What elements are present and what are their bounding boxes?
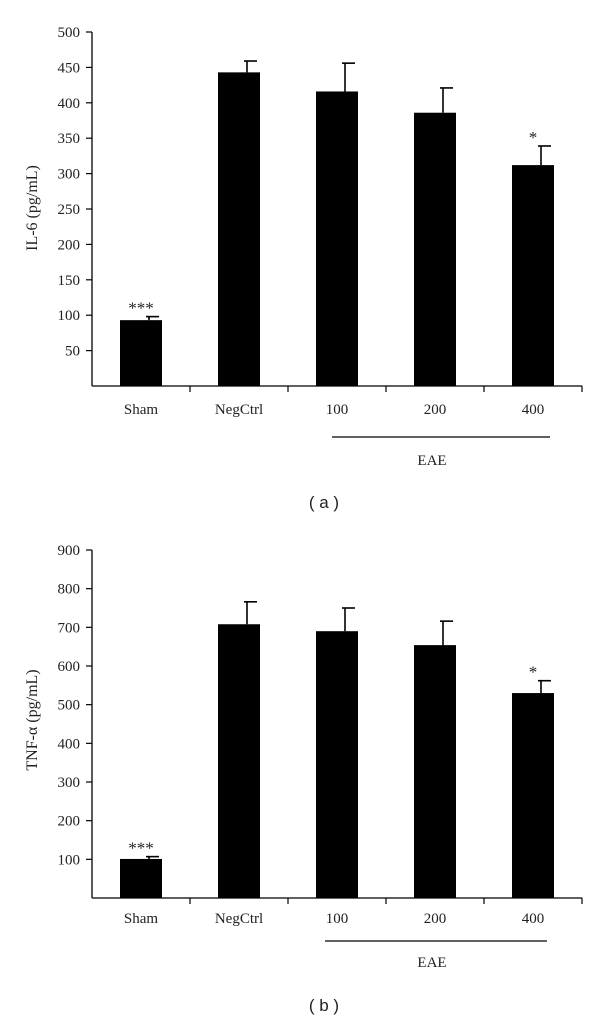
y-axis-label: IL-6 (pg/mL) <box>24 165 41 251</box>
bar-sham <box>120 858 162 898</box>
category-labels: Sham NegCtrl 100 200 400 <box>124 402 544 418</box>
y-tick-label: 150 <box>58 273 81 289</box>
significance-marks: **** <box>128 663 537 858</box>
bar-sham <box>120 320 162 386</box>
y-axis-label: TNF-α (pg/mL) <box>24 669 41 770</box>
y-tick-label: 500 <box>58 698 81 714</box>
bar-200 <box>414 112 456 386</box>
y-tick-label: 200 <box>58 814 81 830</box>
panel-label: ( b ) <box>309 996 339 1015</box>
chart-panel-b: TNF-α (pg/mL) 100 200 300 400 500 600 700 800 90… <box>24 543 583 1015</box>
x-ticks <box>189 386 583 392</box>
y-tick-label: 800 <box>58 582 81 598</box>
panel-label: ( a ) <box>309 493 339 512</box>
y-tick-label: 400 <box>58 96 81 112</box>
category-labels: Sham NegCtrl 100 200 400 <box>124 911 544 927</box>
y-tick-label: 400 <box>58 736 81 752</box>
y-tick-label: 300 <box>58 167 81 183</box>
category-label: NegCtrl <box>215 911 263 927</box>
significance-mark: *** <box>128 839 154 858</box>
y-tick-label: 700 <box>58 620 81 636</box>
category-label: 400 <box>522 911 545 927</box>
bar-400 <box>512 165 554 386</box>
bar-100 <box>316 631 358 898</box>
significance-mark: * <box>529 663 538 682</box>
category-label: NegCtrl <box>215 402 263 418</box>
group-label: EAE <box>417 453 446 469</box>
y-tick-label: 250 <box>58 202 81 218</box>
y-tick-label: 900 <box>58 543 81 559</box>
y-tick-label: 500 <box>58 25 81 41</box>
significance-mark: *** <box>128 299 154 318</box>
bar-200 <box>414 645 456 898</box>
y-tick-label: 450 <box>58 60 81 76</box>
y-tick-label: 600 <box>58 659 81 675</box>
significance-mark: * <box>529 128 538 147</box>
y-tick-label: 100 <box>58 308 81 324</box>
y-tick-label: 100 <box>58 852 81 868</box>
y-tick-label: 350 <box>58 131 81 147</box>
category-label: Sham <box>124 402 159 418</box>
category-label: 200 <box>424 911 447 927</box>
category-label: Sham <box>124 911 159 927</box>
category-label: 100 <box>326 911 349 927</box>
chart-panel-a: IL-6 (pg/mL) 501001502002503003504004505… <box>24 25 583 512</box>
y-tick-label: 300 <box>58 775 81 791</box>
category-label: 400 <box>522 402 545 418</box>
category-label: 100 <box>326 402 349 418</box>
bar-400 <box>512 693 554 898</box>
y-ticks: 50 100 150 200 250 300 350 400 450 500 <box>58 25 92 360</box>
y-ticks: 100 200 300 400 500 600 700 800 900 <box>58 543 92 868</box>
group-label: EAE <box>417 955 446 971</box>
significance-marks: **** <box>128 128 537 318</box>
x-ticks <box>189 898 583 904</box>
y-tick-label: 50 <box>65 344 80 360</box>
bar-negctrl <box>218 624 260 898</box>
bar-negctrl <box>218 72 260 386</box>
y-tick-label: 200 <box>58 237 81 253</box>
bars <box>120 60 554 387</box>
category-label: 200 <box>424 402 447 418</box>
bar-100 <box>316 91 358 387</box>
bars <box>120 601 554 898</box>
